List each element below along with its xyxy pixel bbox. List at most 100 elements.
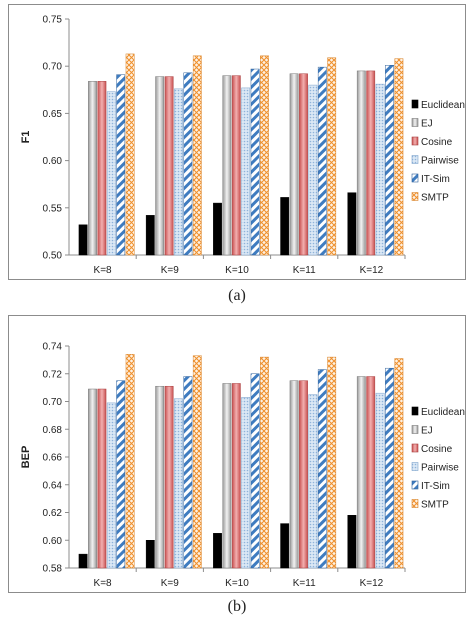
chart-panel-b: 0.58 0.60 0.62 0.64 0.66 0.68 0.70 0.72 0.74 BEP K…	[8, 315, 466, 593]
bar-ej-k8	[88, 81, 97, 256]
x-tick-label: K=8	[94, 578, 113, 589]
legend-label: Pairwise	[421, 463, 459, 474]
bar-ej-k8	[88, 388, 97, 569]
bar-smtp-k8	[125, 354, 135, 569]
y-tick-label: 0.70	[43, 62, 63, 73]
legend-swatch	[411, 155, 419, 164]
bar-ej-k12	[356, 376, 366, 569]
legend-swatch	[411, 499, 419, 508]
bar-euclidean-k11	[280, 197, 290, 256]
x-tick-label: K=9	[161, 265, 180, 276]
legend-swatch	[411, 173, 419, 183]
chart-a: 0.50 0.55 0.60 0.65 0.70 0.75 F1 K=8 K=9 K=10 K=11…	[20, 15, 465, 277]
y-tick-label: 0.50	[43, 251, 63, 262]
bar-smtp-k10	[260, 55, 269, 256]
bar-pairwise-k10	[241, 87, 251, 256]
bar-ej-k12	[356, 70, 366, 256]
x-tick-label: K=9	[161, 578, 180, 589]
bar-cosine-k10	[231, 383, 241, 569]
y-axis-label: F1	[20, 131, 32, 144]
legend-label: EJ	[421, 426, 433, 437]
bar-euclidean-k12	[347, 192, 357, 256]
x-tick-label: K=10	[225, 265, 249, 276]
bar-cosine-k8	[97, 388, 107, 569]
x-tick-label: K=11	[293, 578, 316, 589]
bar-smtp-k9	[192, 55, 202, 256]
bar-it-sim-k8	[116, 74, 126, 256]
bar-ej-k10	[222, 383, 232, 569]
x-tick-label: K=10	[225, 578, 249, 589]
y-tick-label: 0.68	[43, 425, 63, 436]
bar-euclidean-k9	[145, 215, 155, 256]
bar-pairwise-k9	[174, 88, 183, 256]
legend-swatch	[411, 118, 419, 127]
legend-swatch	[411, 192, 419, 201]
bar-pairwise-k8	[106, 402, 116, 569]
y-tick-label: 0.65	[43, 109, 63, 120]
bar-cosine-k9	[164, 76, 174, 256]
bar-euclidean-k12	[347, 515, 357, 569]
bar-euclidean-k10	[213, 533, 222, 569]
bar-it-sim-k11	[317, 66, 327, 256]
legend-swatch	[411, 99, 419, 109]
x-tick-label: K=12	[360, 265, 384, 276]
y-tick-label: 0.70	[43, 397, 63, 408]
bar-pairwise-k11	[308, 394, 318, 569]
bar-smtp-k8	[125, 53, 135, 256]
y-tick-label: 0.60	[43, 156, 63, 167]
bar-it-sim-k12	[385, 367, 394, 569]
caption-b: (b)	[227, 598, 247, 615]
bar-cosine-k8	[97, 81, 107, 256]
bar-pairwise-k12	[375, 83, 385, 256]
x-tick-label: K=12	[360, 578, 384, 589]
bar-euclidean-k8	[78, 553, 88, 569]
bar-it-sim-k12	[385, 65, 394, 256]
x-tick-label: K=8	[94, 265, 113, 276]
y-tick-label: 0.74	[43, 342, 63, 353]
bar-it-sim-k9	[183, 376, 193, 569]
bar-ej-k9	[155, 385, 165, 569]
bar-it-sim-k9	[183, 72, 193, 256]
chart-b: 0.58 0.60 0.62 0.64 0.66 0.68 0.70 0.72 0.74 BEP K…	[20, 342, 465, 590]
legend-label: Euclidean	[421, 407, 465, 418]
y-tick-label: 0.62	[43, 508, 63, 519]
legend-label: Cosine	[421, 444, 453, 455]
bar-pairwise-k8	[106, 91, 116, 256]
bar-smtp-k11	[327, 57, 337, 256]
bar-euclidean-k8	[78, 224, 88, 256]
bar-pairwise-k12	[375, 392, 385, 569]
legend-label: SMTP	[421, 193, 449, 204]
bar-ej-k11	[289, 380, 299, 569]
legend-label: Pairwise	[421, 156, 459, 167]
bar-cosine-k9	[164, 385, 174, 569]
bar-cosine-k11	[299, 73, 308, 256]
y-tick-label: 0.72	[43, 369, 63, 380]
y-tick-label: 0.75	[43, 15, 63, 26]
bar-euclidean-k9	[145, 540, 155, 569]
y-axis-label: BEP	[20, 446, 32, 469]
x-tick-label: K=11	[293, 265, 316, 276]
legend-swatch	[411, 462, 419, 471]
caption-a: (a)	[228, 287, 246, 304]
bar-it-sim-k10	[250, 68, 260, 256]
bar-smtp-k11	[327, 356, 337, 569]
bar-euclidean-k11	[280, 523, 290, 569]
bar-cosine-k11	[299, 380, 308, 569]
legend-swatch	[411, 443, 419, 453]
bar-euclidean-k10	[213, 202, 222, 256]
chart-panel-a: 0.50 0.55 0.60 0.65 0.70 0.75 F1 K=8 K=9 K=10 K=11…	[8, 4, 466, 280]
bar-cosine-k12	[366, 376, 376, 569]
y-tick-label: 0.66	[43, 453, 63, 464]
bar-smtp-k10	[260, 356, 269, 569]
bar-ej-k10	[222, 75, 232, 256]
bar-cosine-k10	[231, 75, 241, 256]
bar-it-sim-k10	[250, 373, 260, 569]
bar-smtp-k12	[394, 358, 404, 569]
bar-ej-k9	[155, 76, 165, 256]
bar-pairwise-k9	[174, 398, 183, 569]
bar-it-sim-k8	[116, 380, 126, 569]
bar-pairwise-k11	[308, 84, 318, 256]
bar-cosine-k12	[366, 70, 376, 256]
y-tick-label: 0.55	[43, 203, 63, 214]
y-tick-label: 0.64	[43, 480, 63, 491]
